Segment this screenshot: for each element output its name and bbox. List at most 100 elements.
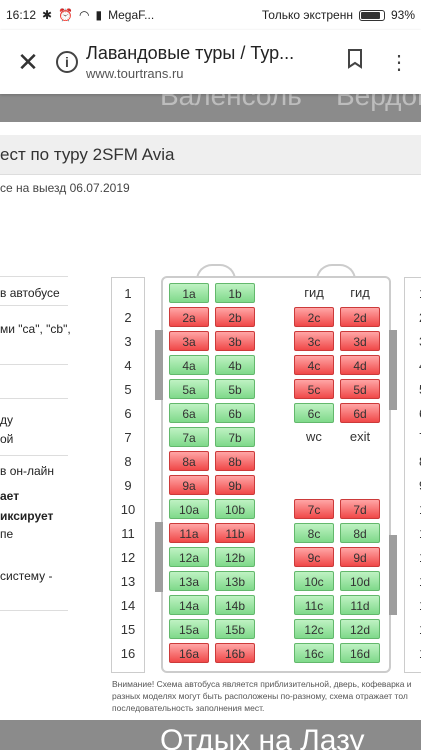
seat-5c[interactable]: 5c (294, 379, 334, 399)
seat-9a[interactable]: 9a (169, 475, 209, 495)
side-divider (0, 364, 68, 365)
bus-seat-map: 1a 1b 2a 2b 3a 3b 4a 4b 5a 5b 6a 6b 7a 7b 8a 8b 9a 9b 10a 1… (161, 276, 391, 673)
seat-6d[interactable]: 6d (340, 403, 380, 423)
seat-6c[interactable]: 6c (294, 403, 334, 423)
row-number: 4 (124, 358, 132, 373)
hero-banner: Валенсоль Вердон (0, 94, 421, 122)
seat-12d[interactable]: 12d (340, 619, 380, 639)
seat-12c[interactable]: 12c (294, 619, 334, 639)
seat-11d[interactable]: 11d (340, 595, 380, 615)
seat-2b[interactable]: 2b (215, 307, 255, 327)
seat-3b[interactable]: 3b (215, 331, 255, 351)
seat-8d[interactable]: 8d (340, 523, 380, 543)
row-number-right: 16 (419, 646, 421, 661)
seat-8a[interactable]: 8a (169, 451, 209, 471)
seat-10c[interactable]: 10c (294, 571, 334, 591)
row-number-right: 9 (419, 478, 421, 493)
row-number-right: 1 (419, 286, 421, 301)
row-numbers-left: 1 2 3 4 5 6 7 8 9 10 11 12 13 14 15 16 (111, 277, 145, 673)
seat-12a[interactable]: 12a (169, 547, 209, 567)
seat-8c[interactable]: 8c (294, 523, 334, 543)
seat-10a[interactable]: 10a (169, 499, 209, 519)
seat-16a[interactable]: 16a (169, 643, 209, 663)
row-number: 9 (124, 478, 132, 493)
status-carrier: MegaF... (108, 8, 155, 22)
row-number: 12 (120, 550, 136, 565)
row-number: 6 (124, 406, 132, 421)
row-number: 7 (124, 430, 132, 445)
seat-16c[interactable]: 16c (294, 643, 334, 663)
exit-label: exit (349, 429, 371, 444)
seat-14a[interactable]: 14a (169, 595, 209, 615)
scheme-note: Внимание! Схема автобуса является прибли… (112, 679, 412, 713)
status-bar: 16:12 ✱ ⏰ ◠ ▮ MegaF... Только экстренн 9… (0, 0, 421, 30)
seat-16b[interactable]: 16b (215, 643, 255, 663)
seat-6a[interactable]: 6a (169, 403, 209, 423)
wc-label: wc (306, 429, 322, 444)
seat-2d[interactable]: 2d (340, 307, 380, 327)
row-number: 5 (124, 382, 132, 397)
guide-label: гид (304, 285, 324, 300)
seat-14b[interactable]: 14b (215, 595, 255, 615)
seat-5d[interactable]: 5d (340, 379, 380, 399)
seat-4c[interactable]: 4c (294, 355, 334, 375)
side-divider (0, 398, 68, 399)
side-text: иксирует (0, 509, 54, 523)
seat-6b[interactable]: 6b (215, 403, 255, 423)
seat-2a[interactable]: 2a (169, 307, 209, 327)
row-number-right: 12 (419, 550, 421, 565)
seat-16d[interactable]: 16d (340, 643, 380, 663)
row-number: 10 (120, 502, 136, 517)
seat-3a[interactable]: 3a (169, 331, 209, 351)
seat-13b[interactable]: 13b (215, 571, 255, 591)
side-divider (0, 305, 68, 306)
seat-12b[interactable]: 12b (215, 547, 255, 567)
seat-1b[interactable]: 1b (215, 283, 255, 303)
seat-8b[interactable]: 8b (215, 451, 255, 471)
seat-9c[interactable]: 9c (294, 547, 334, 567)
seat-15a[interactable]: 15a (169, 619, 209, 639)
seat-11c[interactable]: 11c (294, 595, 334, 615)
seat-7b[interactable]: 7b (215, 427, 255, 447)
seat-9d[interactable]: 9d (340, 547, 380, 567)
row-number-right: 6 (419, 406, 421, 421)
seat-7d[interactable]: 7d (340, 499, 380, 519)
seat-13a[interactable]: 13a (169, 571, 209, 591)
side-text: ой (0, 432, 14, 446)
bookmark-icon[interactable] (333, 49, 377, 75)
seat-5a[interactable]: 5a (169, 379, 209, 399)
seat-4d[interactable]: 4d (340, 355, 380, 375)
door-left-rear (155, 522, 163, 592)
door-left-front (155, 330, 163, 400)
seat-7a[interactable]: 7a (169, 427, 209, 447)
seat-11b[interactable]: 11b (215, 523, 255, 543)
seat-3d[interactable]: 3d (340, 331, 380, 351)
seat-4a[interactable]: 4a (169, 355, 209, 375)
seat-5b[interactable]: 5b (215, 379, 255, 399)
info-icon[interactable]: i (56, 51, 78, 73)
seat-3c[interactable]: 3c (294, 331, 334, 351)
row-number: 8 (124, 454, 132, 469)
page-header[interactable]: Лавандовые туры / Тур... www.tourtrans.r… (86, 43, 333, 81)
seat-11a[interactable]: 11a (169, 523, 209, 543)
row-number: 14 (120, 598, 136, 613)
row-number: 11 (121, 526, 135, 541)
more-menu-icon[interactable]: ⋮ (389, 51, 409, 74)
row-number-right: 14 (419, 598, 421, 613)
seat-10b[interactable]: 10b (215, 499, 255, 519)
seat-4b[interactable]: 4b (215, 355, 255, 375)
seat-2c[interactable]: 2c (294, 307, 334, 327)
bottom-banner-text: Отдых на Лазу (160, 724, 365, 750)
seat-7c[interactable]: 7c (294, 499, 334, 519)
row-number-right: 2 (419, 310, 421, 325)
side-text: пе (0, 527, 14, 541)
seat-10d[interactable]: 10d (340, 571, 380, 591)
seat-15b[interactable]: 15b (215, 619, 255, 639)
row-number-right: 5 (419, 382, 421, 397)
row-number-right: 7 (419, 430, 421, 445)
side-divider (0, 610, 68, 611)
seat-9b[interactable]: 9b (215, 475, 255, 495)
seat-1a[interactable]: 1a (169, 283, 209, 303)
side-text: в автобусе (0, 286, 60, 300)
close-icon[interactable]: ✕ (17, 46, 39, 77)
